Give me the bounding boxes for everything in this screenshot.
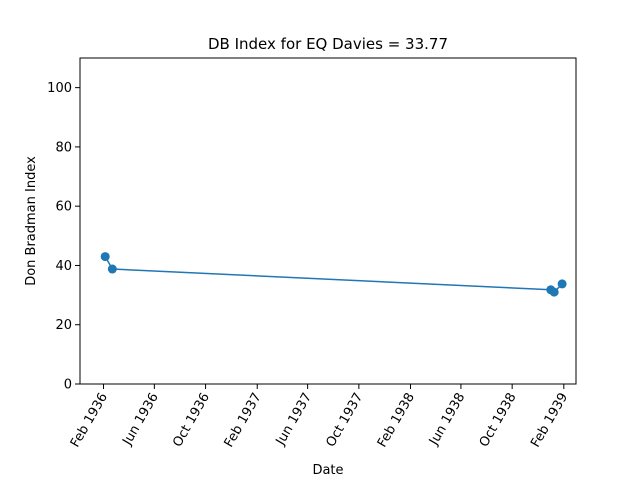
x-tick-label: Jun 1938 (426, 391, 468, 449)
x-tick-label: Oct 1937 (323, 391, 366, 450)
x-tick-label: Feb 1939 (528, 391, 571, 451)
x-tick-label: Feb 1937 (222, 391, 265, 451)
x-tick-label: Jun 1936 (120, 391, 162, 449)
y-tick-label: 0 (64, 378, 72, 393)
y-tick-label: 60 (55, 200, 72, 215)
x-tick-label: Jun 1937 (273, 391, 315, 449)
y-tick-label: 80 (55, 140, 72, 155)
y-tick-label: 20 (55, 318, 72, 333)
x-axis-label: Date (312, 463, 343, 478)
x-tick-label: Feb 1938 (375, 391, 418, 451)
plot-frame (79, 57, 577, 385)
x-tick-label: Oct 1936 (170, 391, 213, 450)
y-tick-label: 40 (55, 259, 72, 274)
x-tick-label: Oct 1938 (477, 391, 520, 450)
x-tick-label: Feb 1936 (68, 391, 111, 451)
data-point (557, 279, 567, 289)
y-axis-label: Don Bradman Index (24, 156, 39, 286)
data-point (100, 252, 110, 262)
chart-title: DB Index for EQ Davies = 33.77 (208, 35, 448, 53)
data-point (107, 264, 117, 274)
series-line (104, 256, 563, 294)
data-point (549, 287, 559, 297)
y-tick-label: 100 (47, 81, 72, 96)
